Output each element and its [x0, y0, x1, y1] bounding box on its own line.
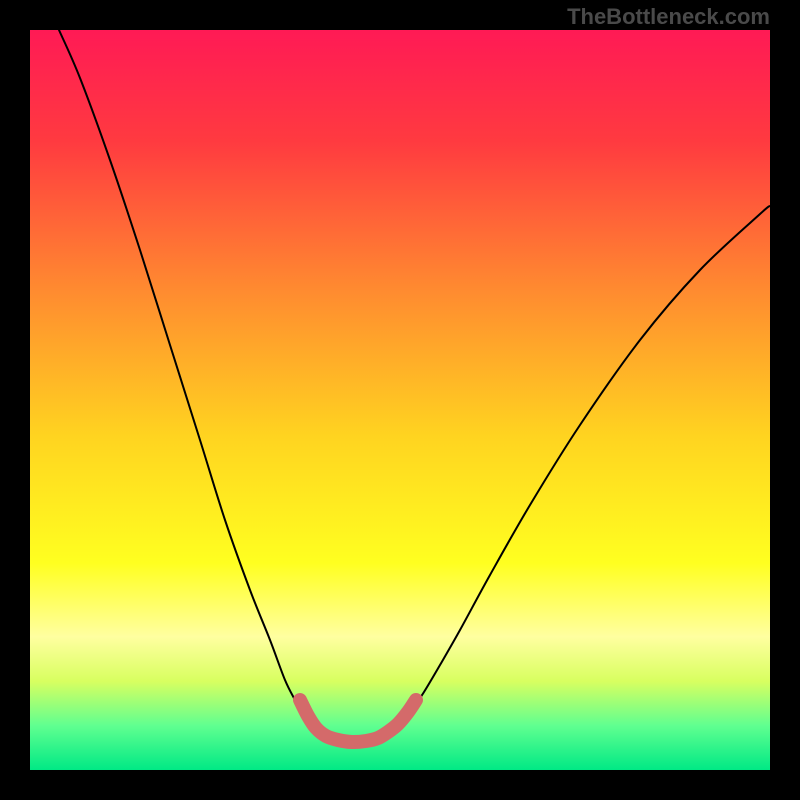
plot-background: [30, 30, 770, 770]
chart-svg: [0, 0, 800, 800]
chart-container: TheBottleneck.com: [0, 0, 800, 800]
watermark-text: TheBottleneck.com: [567, 4, 770, 30]
